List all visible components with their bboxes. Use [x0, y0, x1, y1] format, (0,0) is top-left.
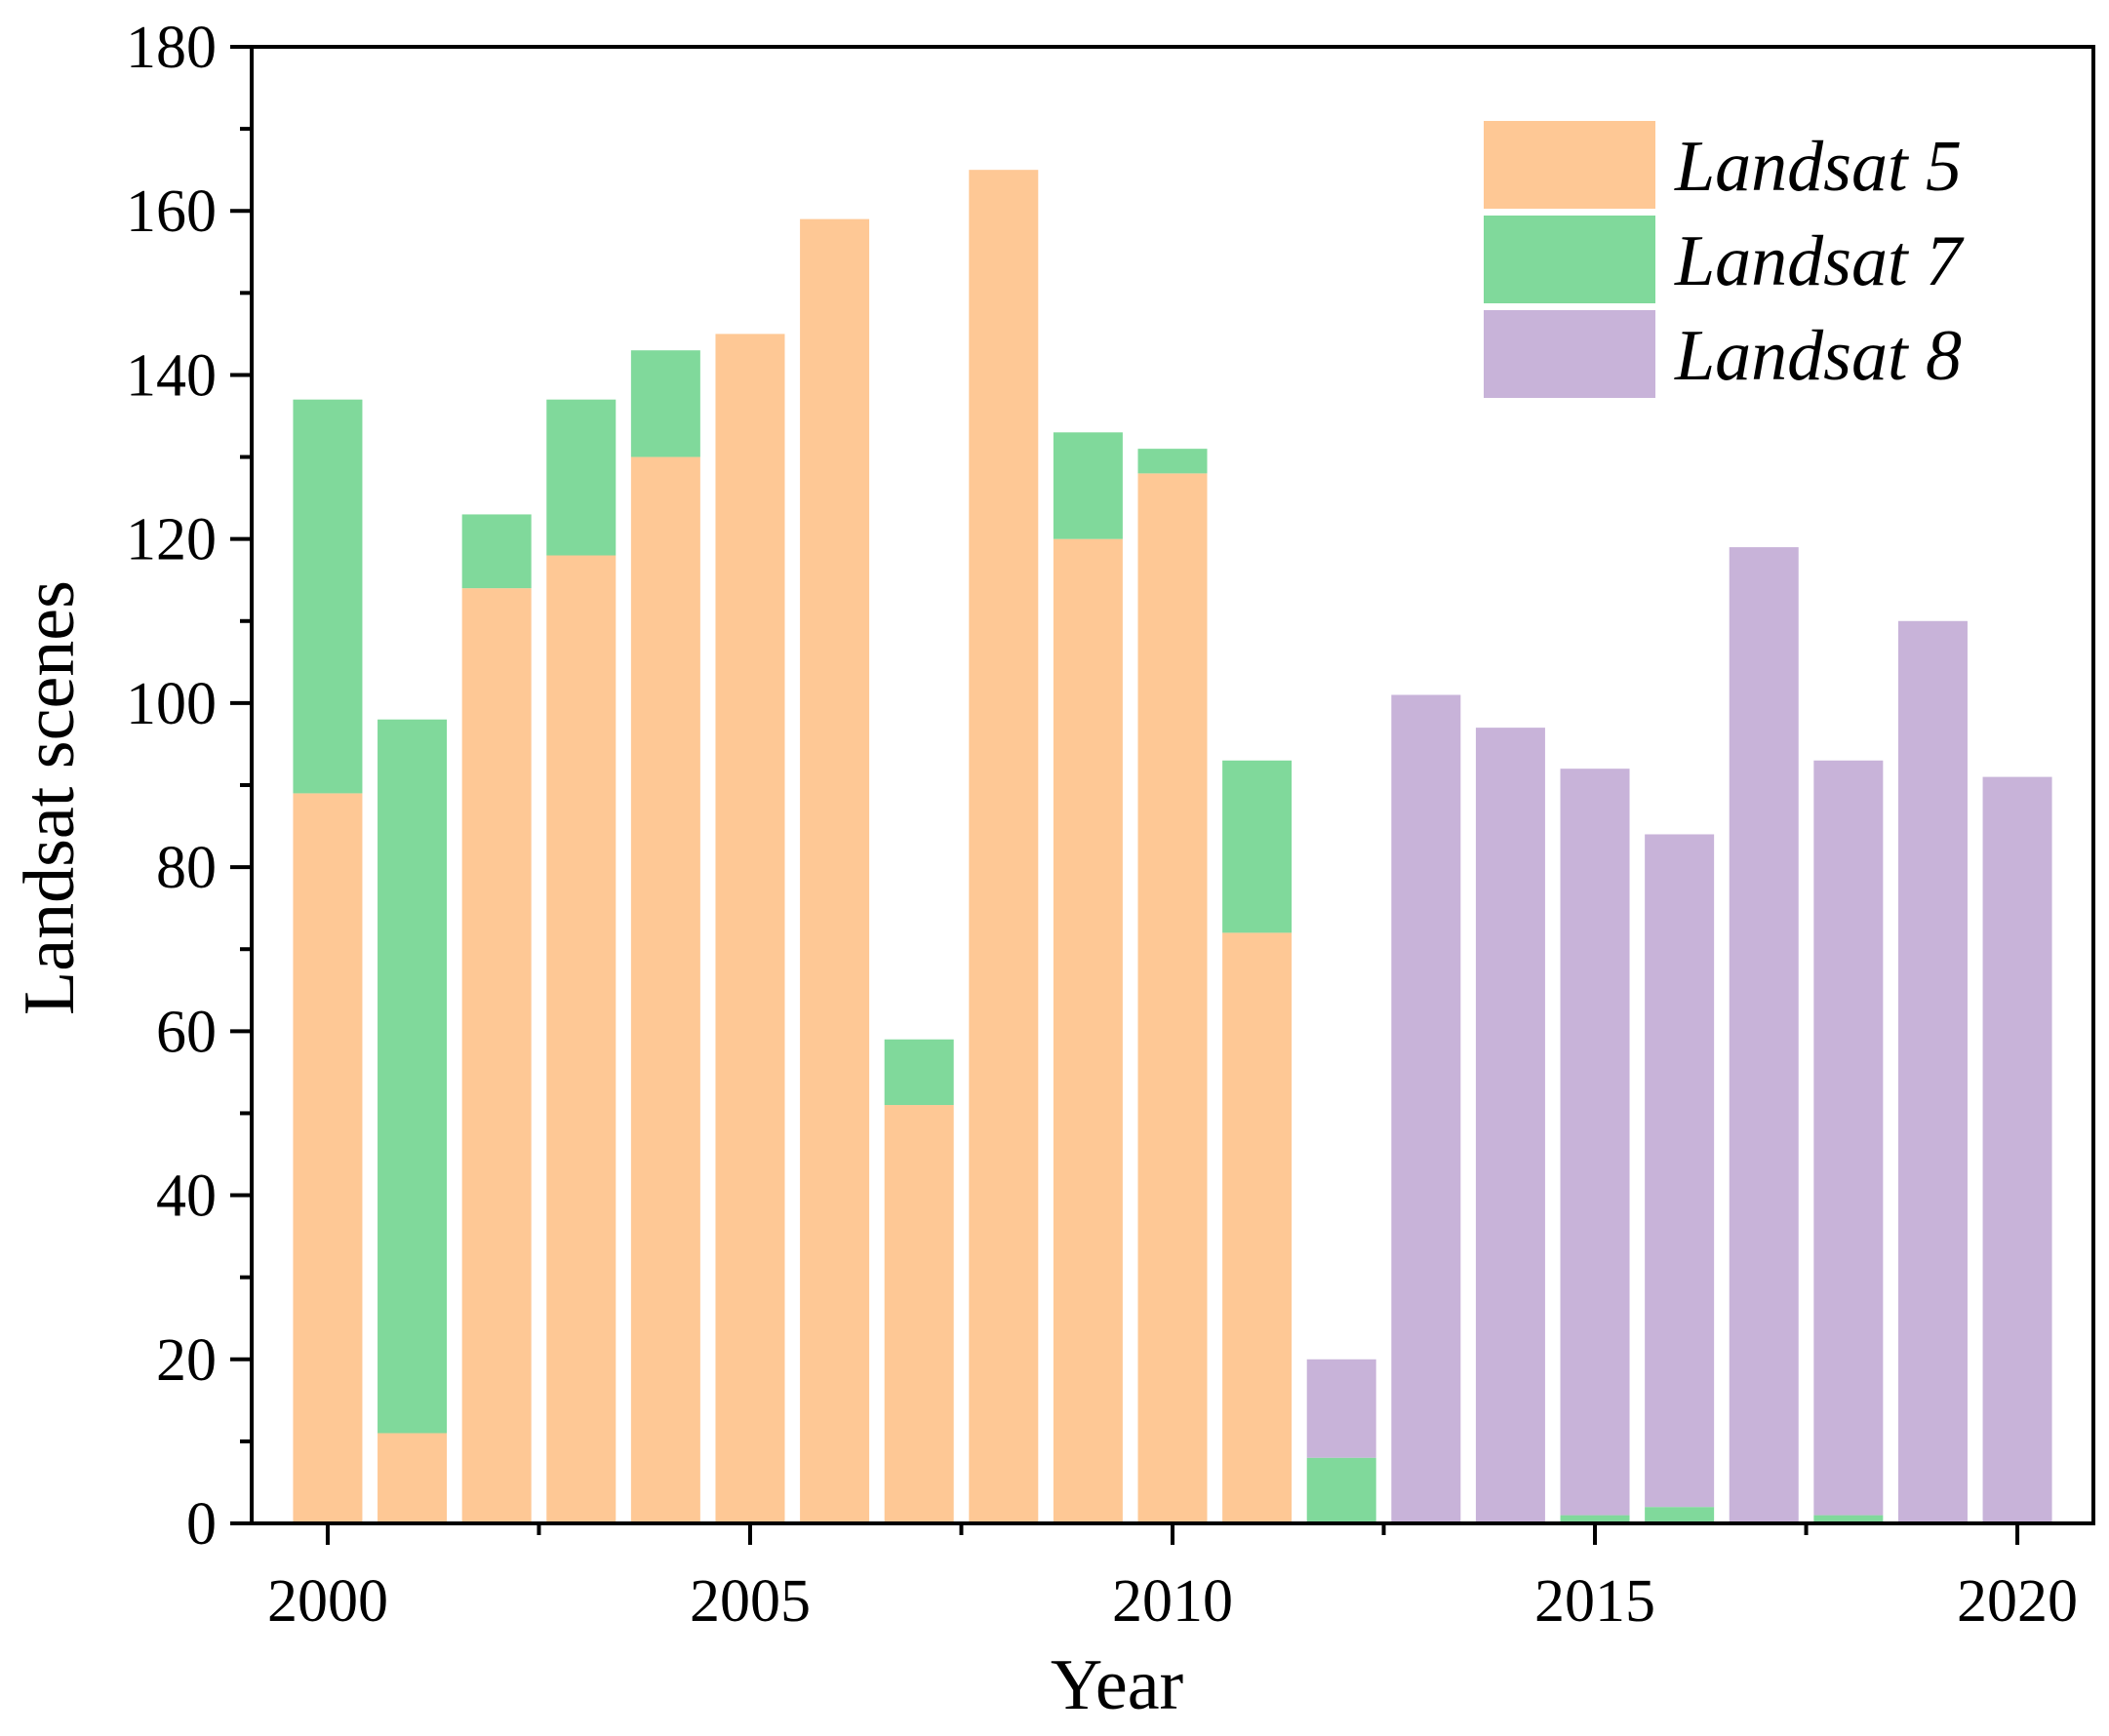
x-axis-title: Year	[1051, 1645, 1183, 1725]
legend-swatch-landsat-8	[1484, 310, 1655, 398]
bar-landsat-5-2010	[1137, 473, 1208, 1523]
legend-label-landsat-5: Landsat 5	[1674, 127, 1962, 207]
y-tick-label: 60	[156, 999, 217, 1065]
legend-swatch-landsat-5	[1484, 121, 1655, 209]
bar-landsat-7-2007	[884, 1039, 954, 1106]
bar-landsat-7-2004	[630, 350, 700, 457]
legend-swatch-landsat-7	[1484, 216, 1655, 303]
bar-landsat-7-2002	[461, 514, 532, 589]
bar-landsat-5-2008	[969, 170, 1039, 1524]
legend-label-landsat-8: Landsat 8	[1674, 316, 1962, 396]
bar-landsat-5-2002	[461, 588, 532, 1523]
y-tick-label: 20	[156, 1327, 217, 1394]
legend: Landsat 5 Landsat 7 Landsat 8	[1484, 121, 1965, 398]
bar-landsat-7-2011	[1222, 760, 1293, 933]
bar-landsat-8-2020	[1982, 776, 2052, 1523]
legend-label-landsat-7: Landsat 7	[1674, 221, 1965, 301]
y-tick-label: 0	[186, 1491, 217, 1558]
bar-landsat-5-2004	[630, 456, 700, 1523]
bar-landsat-5-2000	[293, 793, 363, 1523]
axes-layer: 0 20 40 60 80 100 120 140 160 180 2000 2005 2010 2015…	[126, 15, 2095, 1635]
bar-landsat-7-2009	[1053, 432, 1123, 539]
bar-landsat-5-2006	[800, 218, 870, 1524]
bar-landsat-8-2016	[1645, 834, 1715, 1508]
bar-landsat-8-2019	[1897, 620, 1968, 1523]
bar-landsat-5-2003	[546, 555, 617, 1523]
bar-landsat-8-2012	[1306, 1359, 1376, 1458]
y-tick-label: 140	[126, 342, 217, 409]
bar-landsat-7-2010	[1137, 449, 1208, 474]
x-tick-label: 2000	[267, 1568, 388, 1635]
bar-landsat-8-2013	[1391, 694, 1461, 1523]
bar-landsat-7-2000	[293, 399, 363, 794]
y-tick-label: 160	[126, 178, 217, 245]
bar-landsat-7-2003	[546, 399, 617, 556]
bar-landsat-5-2011	[1222, 932, 1293, 1523]
bar-landsat-7-2016	[1645, 1507, 1715, 1523]
bar-landsat-8-2018	[1813, 760, 1884, 1516]
bar-landsat-8-2015	[1560, 769, 1630, 1516]
x-tick-label: 2005	[690, 1568, 811, 1635]
x-tick-label: 2020	[1957, 1568, 2078, 1635]
y-tick-label: 180	[126, 15, 217, 81]
bar-landsat-8-2017	[1729, 547, 1799, 1523]
bar-landsat-5-2007	[884, 1105, 954, 1523]
bars-layer	[293, 170, 2052, 1524]
bar-landsat-7-2018	[1813, 1515, 1884, 1523]
y-tick-label: 40	[156, 1164, 217, 1230]
bar-landsat-5-2009	[1053, 538, 1123, 1523]
bar-landsat-5-2005	[715, 334, 785, 1523]
x-tick-label: 2015	[1534, 1568, 1655, 1635]
y-tick-label: 120	[126, 507, 217, 573]
y-tick-label: 100	[126, 671, 217, 737]
y-axis-title: Landsat scenes	[10, 580, 90, 1015]
bar-landsat-7-2001	[378, 719, 448, 1434]
bar-landsat-7-2015	[1560, 1515, 1630, 1523]
bar-landsat-8-2014	[1475, 728, 1545, 1523]
bar-landsat-5-2001	[378, 1433, 448, 1523]
y-tick-label: 80	[156, 835, 217, 901]
bar-landsat-7-2012	[1306, 1457, 1376, 1523]
x-tick-label: 2010	[1112, 1568, 1233, 1635]
